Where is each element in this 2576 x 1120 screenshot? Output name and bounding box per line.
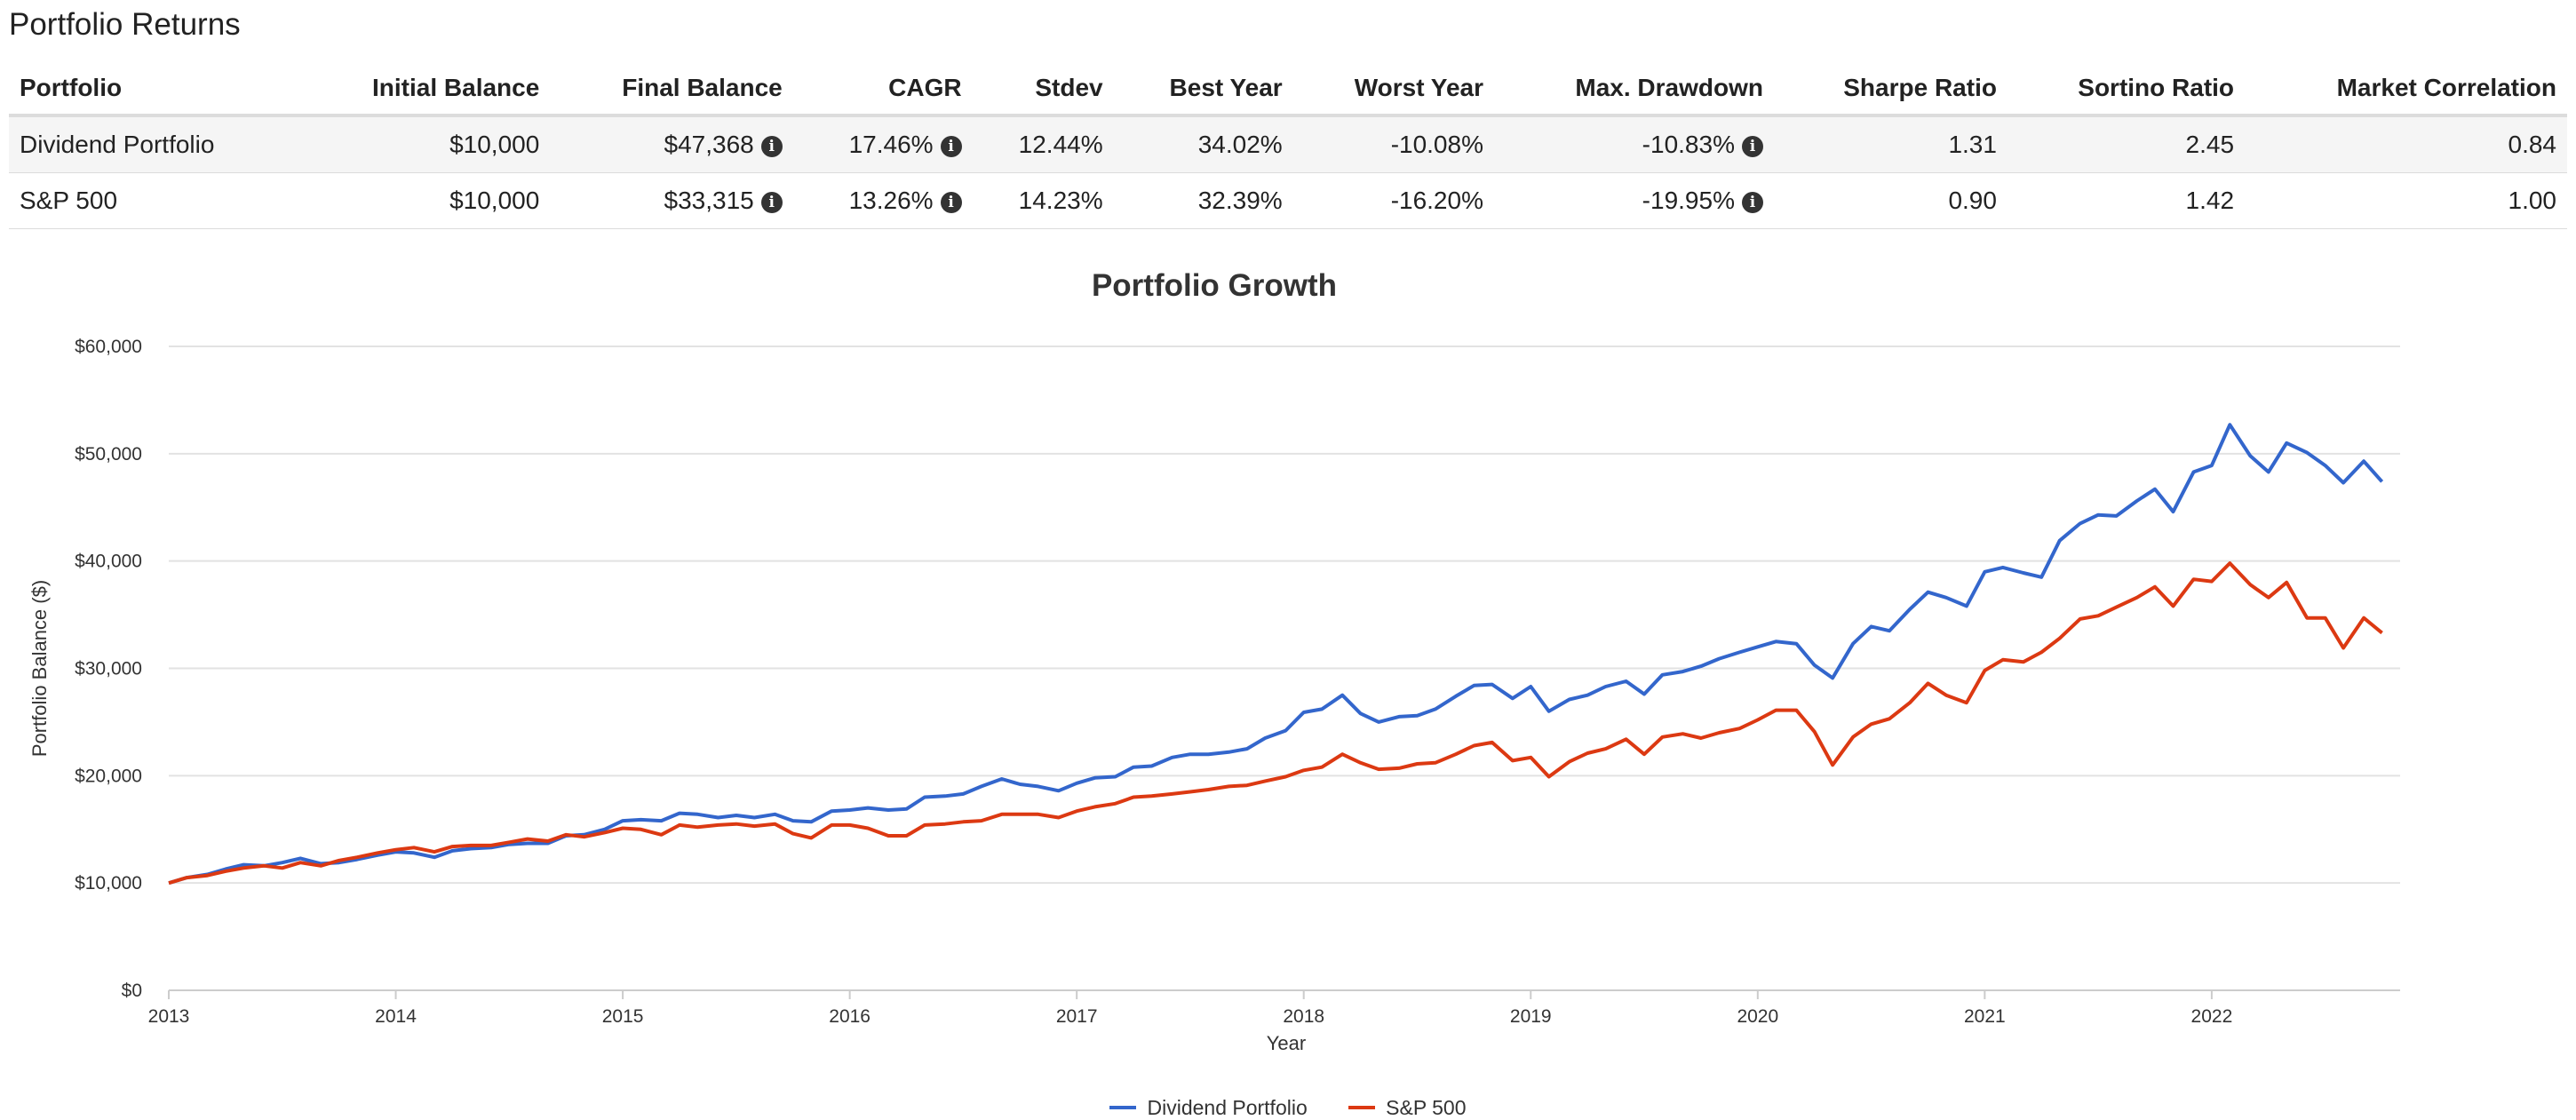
- legend-item-sp500[interactable]: S&P 500: [1348, 1095, 1467, 1120]
- column-header: Sharpe Ratio: [1773, 62, 2008, 117]
- x-tick-label: 2019: [1510, 1006, 1552, 1027]
- legend-label: S&P 500: [1386, 1095, 1467, 1119]
- sharpe-ratio-cell: 0.90: [1773, 172, 2008, 229]
- initial-balance-cell: $10,000: [298, 115, 551, 173]
- y-tick-label: $20,000: [75, 766, 142, 786]
- x-tick-label: 2018: [1283, 1006, 1324, 1027]
- stdev-cell: 12.44%: [972, 115, 1114, 173]
- column-header: Sortino Ratio: [2007, 62, 2246, 117]
- portfolio-returns-table: Portfolio Initial Balance Final Balance …: [9, 62, 2567, 229]
- series-line-dividend-portfolio: [168, 423, 2384, 886]
- gridlines: [169, 346, 2400, 991]
- column-header: Stdev: [972, 62, 1114, 117]
- initial-balance-cell: $10,000: [298, 172, 551, 229]
- info-circle-icon[interactable]: i: [940, 136, 962, 157]
- info-circle-icon[interactable]: i: [760, 192, 783, 213]
- chart-title: Portfolio Growth: [1092, 268, 1337, 303]
- table-row: Dividend Portfolio $10,000 $47,368 i 17.4…: [9, 115, 2567, 173]
- column-header: Best Year: [1113, 62, 1293, 117]
- x-tick-label: 2022: [2191, 1006, 2233, 1027]
- info-circle-icon[interactable]: i: [1741, 136, 1763, 157]
- max-drawdown-value: -19.95%: [1642, 187, 1735, 214]
- legend-label: Dividend Portfolio: [1147, 1095, 1308, 1119]
- x-tick-label: 2020: [1737, 1006, 1778, 1027]
- info-circle-icon[interactable]: i: [940, 192, 962, 213]
- y-tick-label: $40,000: [75, 552, 142, 572]
- cagr-cell: 13.26% i: [792, 172, 973, 229]
- info-circle-icon[interactable]: i: [760, 136, 783, 157]
- column-header: Worst Year: [1292, 62, 1494, 117]
- column-header: Market Correlation: [2245, 62, 2567, 117]
- legend-item-dividend-portfolio[interactable]: Dividend Portfolio: [1109, 1095, 1308, 1120]
- market-correlation-cell: 0.84: [2245, 115, 2567, 173]
- y-tick-label: $0: [122, 981, 142, 1001]
- stdev-cell: 14.23%: [972, 172, 1114, 229]
- chart-legend: Dividend Portfolio S&P 500: [0, 1091, 2576, 1120]
- max-drawdown-cell: -19.95% i: [1493, 172, 1774, 229]
- info-circle-icon[interactable]: i: [1741, 192, 1763, 213]
- x-tick-label: 2021: [1964, 1006, 2006, 1027]
- portfolio-name-cell: S&P 500: [9, 172, 298, 229]
- max-drawdown-value: -10.83%: [1642, 131, 1735, 158]
- sortino-ratio-cell: 2.45: [2007, 115, 2246, 173]
- cagr-cell: 17.46% i: [792, 115, 973, 173]
- max-drawdown-cell: -10.83% i: [1493, 115, 1774, 173]
- legend-swatch: [1109, 1106, 1137, 1109]
- sharpe-ratio-cell: 1.31: [1773, 115, 2008, 173]
- x-tick-label: 2013: [148, 1006, 190, 1027]
- final-balance-value: $33,315: [664, 187, 754, 214]
- x-tick-label: 2014: [375, 1006, 417, 1027]
- cagr-value: 13.26%: [848, 187, 934, 214]
- y-tick-label: $50,000: [75, 444, 142, 465]
- y-axis-label: Portfolio Balance ($): [28, 580, 51, 757]
- column-header: Initial Balance: [298, 62, 551, 117]
- y-tick-label: $60,000: [75, 337, 142, 357]
- portfolio-name-cell: Dividend Portfolio: [9, 115, 298, 173]
- x-tick-label: 2015: [602, 1006, 644, 1027]
- worst-year-cell: -10.08%: [1292, 115, 1494, 173]
- cagr-value: 17.46%: [848, 131, 934, 158]
- y-axis-ticks: $0 $10,000 $20,000 $30,000 $40,000 $50,000 $60…: [75, 337, 142, 1001]
- best-year-cell: 34.02%: [1113, 115, 1293, 173]
- worst-year-cell: -16.20%: [1292, 172, 1494, 229]
- x-tick-label: 2017: [1056, 1006, 1098, 1027]
- final-balance-value: $47,368: [664, 131, 754, 158]
- column-header: Final Balance: [550, 62, 793, 117]
- sortino-ratio-cell: 1.42: [2007, 172, 2246, 229]
- column-header: Portfolio: [9, 62, 298, 117]
- column-header: CAGR: [792, 62, 973, 117]
- series-line-sp500: [168, 561, 2383, 886]
- table-row: S&P 500 $10,000 $33,315 i 13.26% i 14.23% …: [9, 172, 2567, 229]
- table-header-row: Portfolio Initial Balance Final Balance …: [9, 62, 2567, 117]
- column-header: Max. Drawdown: [1493, 62, 1774, 117]
- legend-swatch: [1348, 1106, 1376, 1109]
- x-axis-ticks: 2013 2014 2015 2016 2017 2018 2019 2020 2021 2022: [148, 990, 2233, 1027]
- y-tick-label: $30,000: [75, 659, 142, 679]
- series-lines: [168, 423, 2384, 886]
- final-balance-cell: $33,315 i: [550, 172, 793, 229]
- final-balance-cell: $47,368 i: [550, 115, 793, 173]
- portfolio-growth-chart: Portfolio Growth $0 $10,000 $20,000 $30,000…: [28, 268, 2400, 1054]
- page-title: Portfolio Returns: [9, 7, 241, 42]
- y-tick-label: $10,000: [75, 873, 142, 894]
- x-axis-label: Year: [1267, 1032, 1306, 1054]
- market-correlation-cell: 1.00: [2245, 172, 2567, 229]
- x-tick-label: 2016: [829, 1006, 871, 1027]
- best-year-cell: 32.39%: [1113, 172, 1293, 229]
